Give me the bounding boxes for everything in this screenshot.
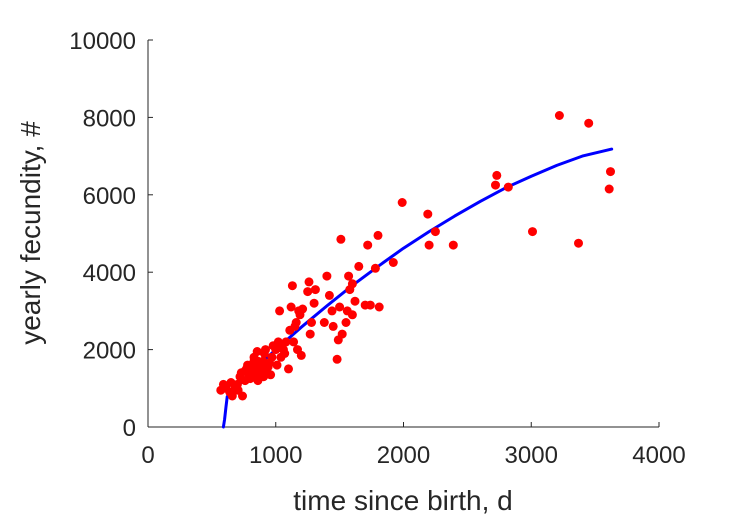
data-point [347,310,357,320]
data-point [554,111,564,120]
fit-layer [221,147,614,429]
data-point [244,372,254,382]
data-point [289,337,299,347]
data-point [267,352,277,362]
data-point [307,318,316,327]
data-point [492,170,502,180]
data-point [374,302,384,312]
y-tick-label: 0 [123,415,136,442]
data-point [324,290,334,300]
data-point [281,337,291,347]
data-point [370,263,380,273]
data-point [303,287,313,297]
data-point [257,364,267,374]
data-point [309,298,319,308]
x-ticks: 0 1000 2000 3000 4000 [141,422,686,469]
data-point [287,281,297,291]
data-point [296,350,306,360]
y-tick-label: 6000 [83,183,136,210]
data-point [503,182,513,192]
data-point [310,285,320,295]
data-point [584,118,594,128]
data-point [266,370,276,380]
data-point [304,277,314,287]
data-point [341,318,351,327]
data-point [423,209,433,219]
data-point [397,198,407,207]
data-point [305,329,315,339]
data-point [238,391,247,401]
data-point [606,167,615,177]
fit-line [221,147,614,429]
x-tick-label: 0 [141,442,154,469]
data-point [347,279,357,289]
y-tick-label: 4000 [83,260,136,287]
y-tick-label: 8000 [83,105,136,132]
data-point [319,318,329,327]
data-point [344,271,354,281]
x-axis-title: time since birth, d [293,485,512,516]
data-point [284,364,293,374]
data-point [574,238,583,248]
data-point [328,321,338,331]
data-point [373,230,383,240]
data-point [448,240,458,250]
data-point [365,300,375,310]
data-point [604,184,614,194]
data-point [528,227,537,237]
x-tick-label: 2000 [377,442,430,469]
y-tick-label: 2000 [83,338,136,365]
data-point [491,180,500,190]
data-point [335,302,345,312]
data-point [363,240,373,250]
data-point [253,356,263,366]
data-point [280,349,290,358]
data-point [227,391,237,401]
x-tick-label: 4000 [632,442,685,469]
data-point [350,296,360,306]
data-point [388,258,398,267]
data-point [291,318,301,327]
x-tick-label: 3000 [505,442,558,469]
data-point [272,360,282,370]
points-layer [216,111,615,401]
data-point [261,345,270,355]
data-point [322,271,332,281]
data-point [354,261,364,271]
y-axis-title: yearly fecundity, # [15,121,46,345]
data-point [430,227,440,237]
data-point [336,234,346,244]
data-point [332,354,342,364]
data-point [286,302,296,312]
data-point [327,306,337,316]
x-tick-label: 1000 [249,442,302,469]
y-ticks: 0 2000 4000 6000 8000 10000 [69,28,153,442]
y-tick-label: 10000 [69,28,136,55]
axes [147,40,659,428]
data-point [298,304,308,314]
data-point [275,306,285,316]
data-point [424,240,434,250]
data-point [333,335,343,345]
